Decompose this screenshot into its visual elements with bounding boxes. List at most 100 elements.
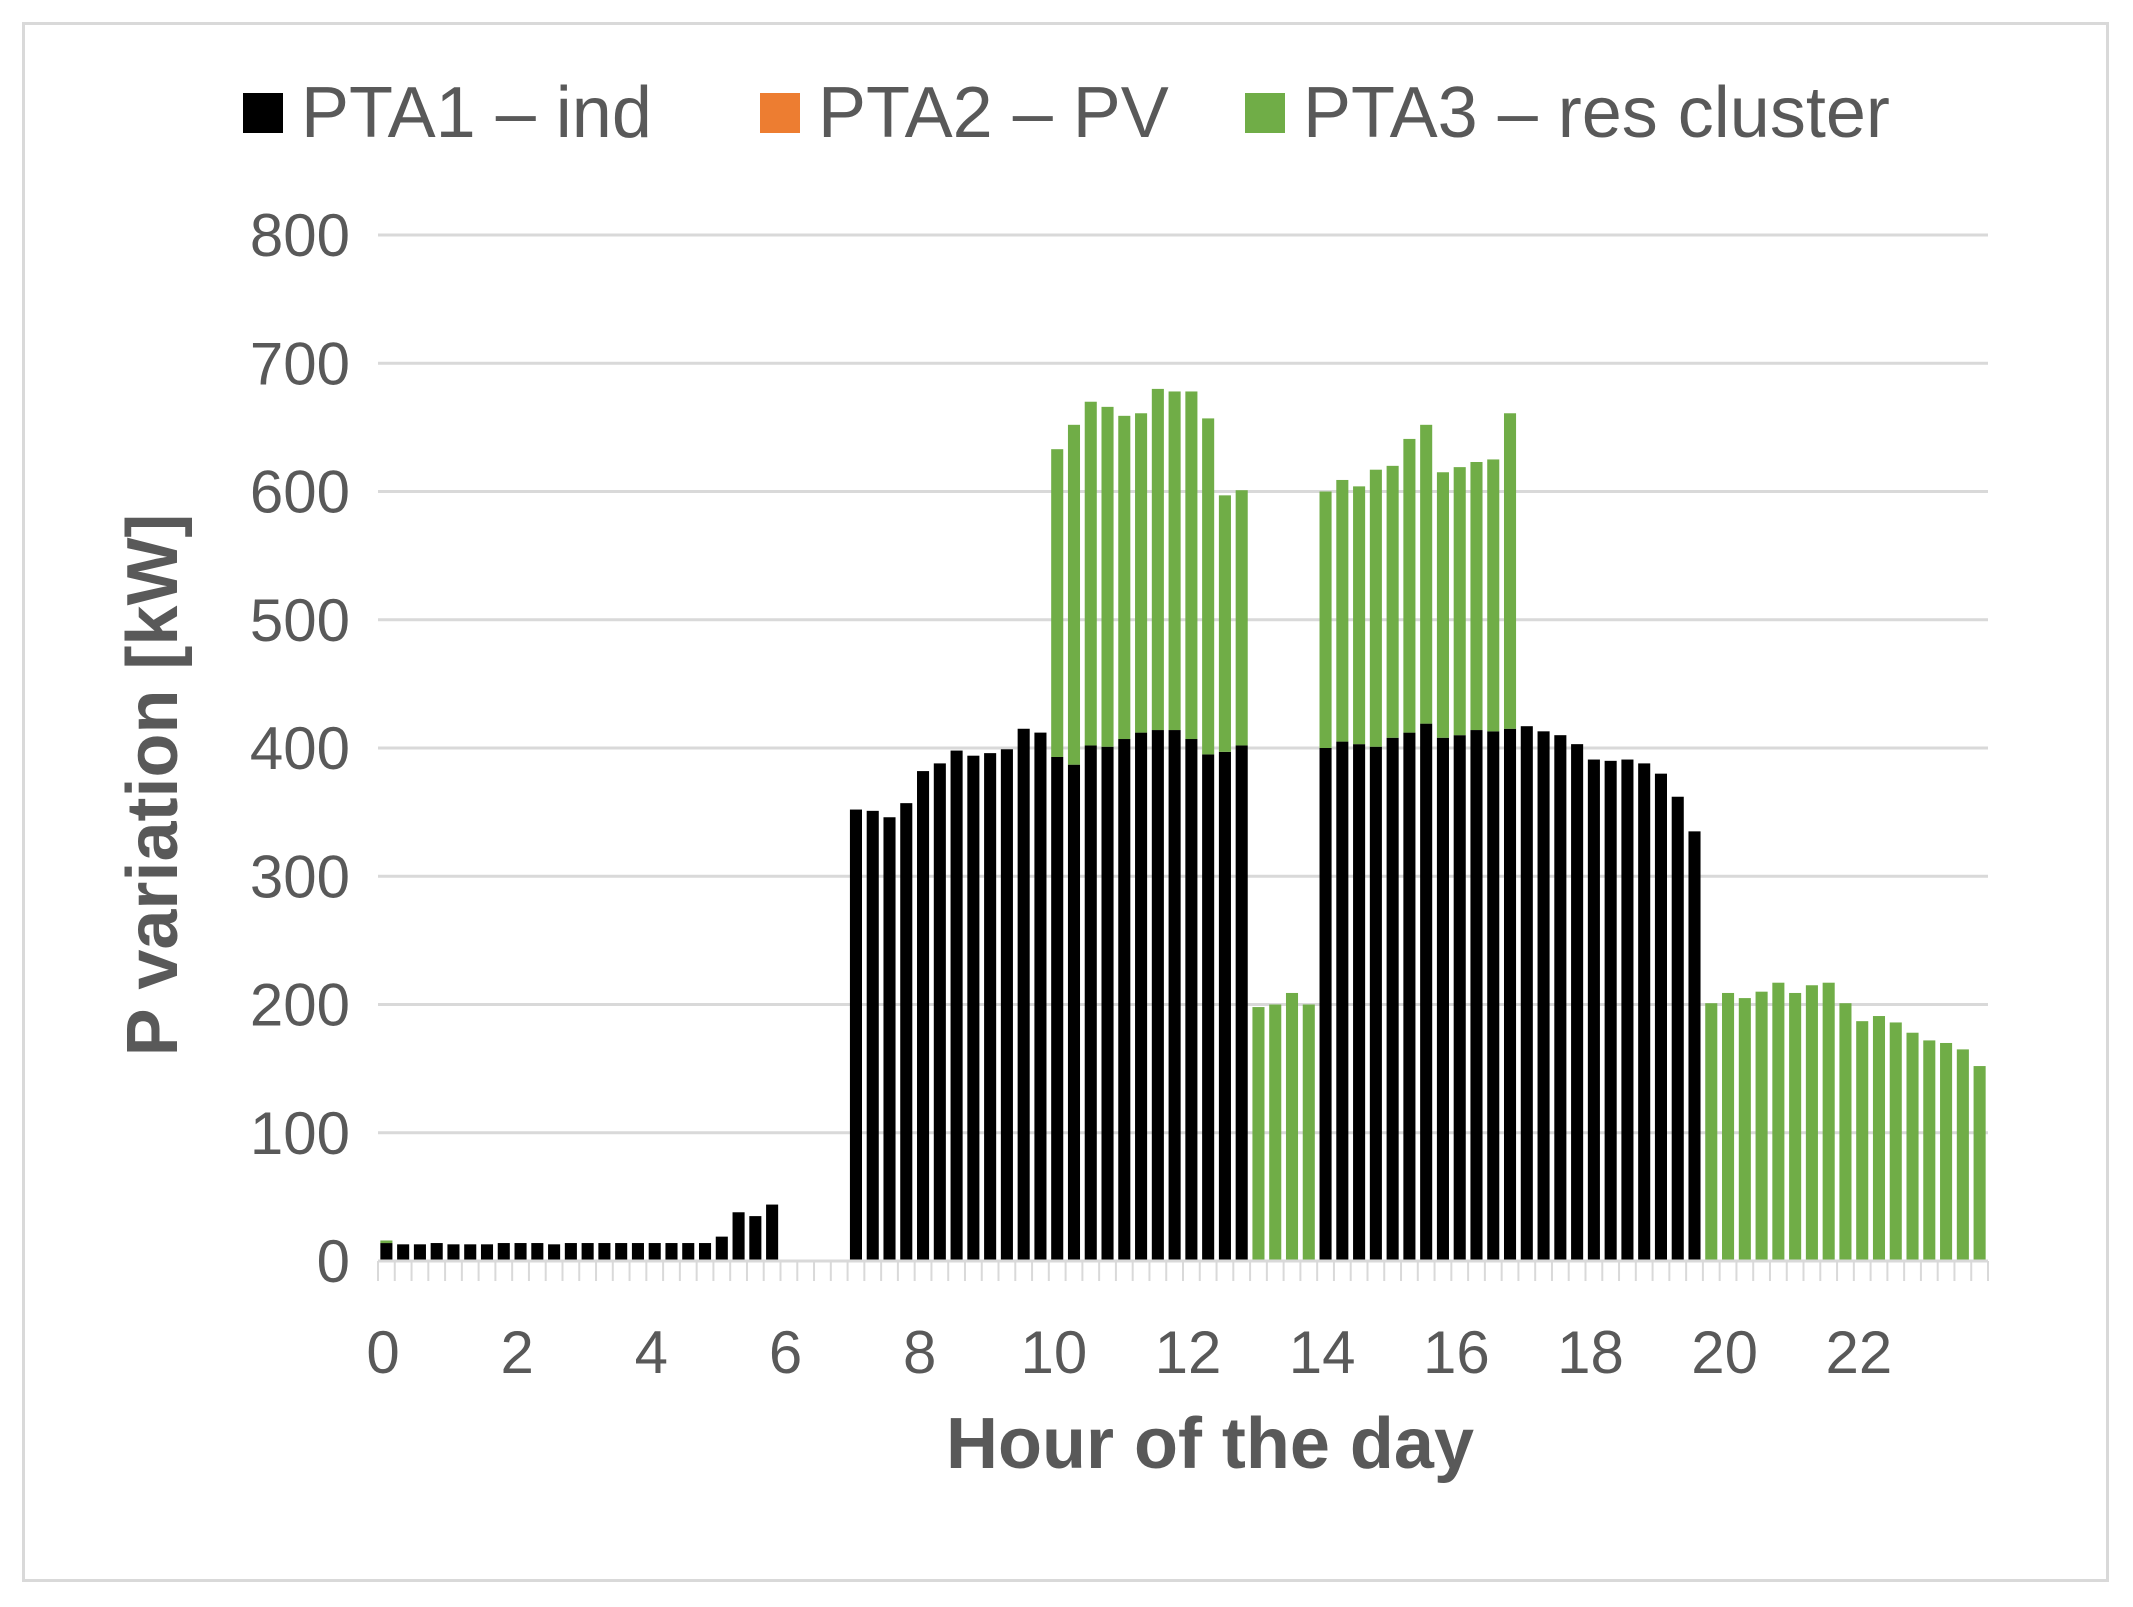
x-tick-label: 16 — [1423, 1319, 1490, 1386]
bar-pta1-ind — [1067, 764, 1081, 1261]
gridlines — [378, 233, 1988, 1135]
x-tick-label: 8 — [903, 1319, 936, 1386]
bar-pta1-ind — [1017, 728, 1030, 1261]
bar-pta3-res-cluster — [1923, 1040, 1936, 1261]
bar-pta3-res-cluster — [1336, 479, 1349, 742]
bar-pta3-res-cluster — [1906, 1032, 1919, 1261]
bar-pta3-res-cluster — [1386, 465, 1399, 738]
x-tick-label: 4 — [635, 1319, 668, 1386]
bar-pta1-ind — [464, 1244, 477, 1261]
bar-pta3-res-cluster — [380, 1240, 393, 1244]
bar-pta1-ind — [682, 1243, 695, 1261]
x-tick-label: 22 — [1825, 1319, 1892, 1386]
bar-pta3-res-cluster — [1067, 424, 1081, 765]
bar-pta1-ind — [1503, 728, 1517, 1261]
bar-pta3-res-cluster — [1185, 391, 1198, 740]
y-tick-label: 200 — [250, 972, 350, 1039]
bar-pta3-res-cluster — [1973, 1066, 1986, 1261]
y-tick-label: 700 — [250, 330, 350, 397]
bar-pta1-ind — [480, 1244, 494, 1261]
x-axis: 0 2 4 6 8 10 12 14 16 18 20 22 — [366, 1259, 1989, 1386]
bar-pta1-ind — [1688, 831, 1701, 1261]
y-tick-label: 0 — [317, 1228, 350, 1295]
bar-pta1-ind — [698, 1243, 712, 1261]
bar-pta1-ind — [1587, 759, 1600, 1261]
x-tick-label: 18 — [1557, 1319, 1624, 1386]
y-tick-label: 800 — [250, 202, 350, 269]
bar-pta1-ind — [1118, 739, 1131, 1261]
bar-pta3-res-cluster — [1755, 991, 1768, 1261]
bar-pta1-ind — [1235, 745, 1248, 1261]
bar-pta3-res-cluster — [1118, 415, 1131, 740]
bar-pta1-ind — [1671, 796, 1684, 1261]
bar-pta1-ind — [866, 810, 879, 1261]
y-tick-label: 300 — [250, 843, 350, 910]
bar-pta1-ind — [933, 763, 946, 1261]
bar-pta3-res-cluster — [1503, 413, 1517, 729]
bar-pta3-res-cluster — [1822, 982, 1835, 1261]
legend-label-pta3-res-cluster: PTA3 – res cluster — [1303, 73, 1890, 153]
y-axis-title: P variation [kW] — [113, 514, 193, 1057]
bar-pta1-ind — [732, 1212, 745, 1261]
bar-pta3-res-cluster — [1436, 472, 1449, 738]
x-tick-label: 2 — [500, 1319, 533, 1386]
bar-pta3-res-cluster — [1805, 985, 1818, 1261]
bar-pta1-ind — [1084, 745, 1097, 1261]
bar-pta1-ind — [1554, 735, 1567, 1261]
bar-pta1-ind — [1185, 739, 1198, 1261]
bar-pta1-ind — [548, 1244, 561, 1261]
y-tick-label: 100 — [250, 1100, 350, 1167]
bar-pta1-ind — [615, 1243, 628, 1261]
bar-pta3-res-cluster — [1101, 406, 1114, 747]
bar-pta1-ind — [648, 1243, 661, 1261]
bar-pta3-res-cluster — [1218, 495, 1231, 752]
bar-pta1-ind — [1168, 730, 1181, 1261]
bar-pta3-res-cluster — [1487, 459, 1500, 732]
bar-pta1-ind — [1487, 731, 1500, 1261]
bar-pta3-res-cluster — [1235, 490, 1248, 746]
bar-pta3-res-cluster — [1135, 413, 1148, 733]
bar-pta1-ind — [1202, 754, 1215, 1261]
bar-pta1-ind — [1151, 730, 1164, 1261]
legend-swatch-pta2-pv — [760, 93, 800, 133]
bar-pta3-res-cluster — [1084, 401, 1097, 746]
bar-pta1-ind — [380, 1243, 393, 1261]
bar-pta1-ind — [1218, 751, 1231, 1261]
bar-pta1-ind — [564, 1243, 577, 1261]
y-axis-ticks: 0 100 200 300 400 500 600 700 800 — [250, 202, 350, 1295]
bar-pta3-res-cluster — [1839, 1003, 1852, 1261]
bar-pta1-ind — [1369, 746, 1382, 1261]
bar-pta3-res-cluster — [1051, 449, 1064, 757]
bar-pta3-res-cluster — [1856, 1021, 1869, 1261]
bar-pta3-res-cluster — [1252, 1007, 1265, 1261]
bar-pta3-res-cluster — [1738, 998, 1751, 1261]
bar-pta1-ind — [849, 809, 862, 1261]
bar-pta3-res-cluster — [1302, 1004, 1315, 1261]
y-tick-label: 600 — [250, 459, 350, 526]
bar-pta1-ind — [1436, 737, 1449, 1261]
bar-pta1-ind — [900, 803, 913, 1261]
bar-pta1-ind — [1537, 731, 1550, 1261]
bar-pta1-ind — [917, 771, 930, 1261]
bar-pta1-ind — [1353, 744, 1366, 1261]
bar-pta1-ind — [1453, 735, 1466, 1261]
bar-pta1-ind — [531, 1243, 544, 1261]
x-tick-label: 20 — [1691, 1319, 1758, 1386]
bar-pta3-res-cluster — [1168, 391, 1181, 731]
bar-pta1-ind — [1135, 732, 1148, 1261]
bar-pta1-ind — [1638, 763, 1651, 1261]
bar-pta1-ind — [397, 1244, 410, 1261]
bar-pta3-res-cluster — [1151, 388, 1164, 731]
legend: PTA1 – ind PTA2 – PV PTA3 – res cluster — [243, 73, 1890, 153]
bar-pta1-ind — [883, 817, 896, 1261]
bar-pta1-ind — [413, 1244, 426, 1261]
x-tick-label: 10 — [1020, 1319, 1087, 1386]
bar-pta1-ind — [598, 1243, 611, 1261]
bar-pta3-res-cluster — [1789, 992, 1802, 1261]
bar-pta1-ind — [631, 1243, 644, 1261]
bar-pta1-ind — [1000, 749, 1013, 1261]
bar-pta3-res-cluster — [1202, 418, 1215, 755]
bar-pta1-ind — [749, 1216, 762, 1261]
x-tick-label: 6 — [769, 1319, 802, 1386]
bar-pta3-res-cluster — [1453, 467, 1466, 736]
